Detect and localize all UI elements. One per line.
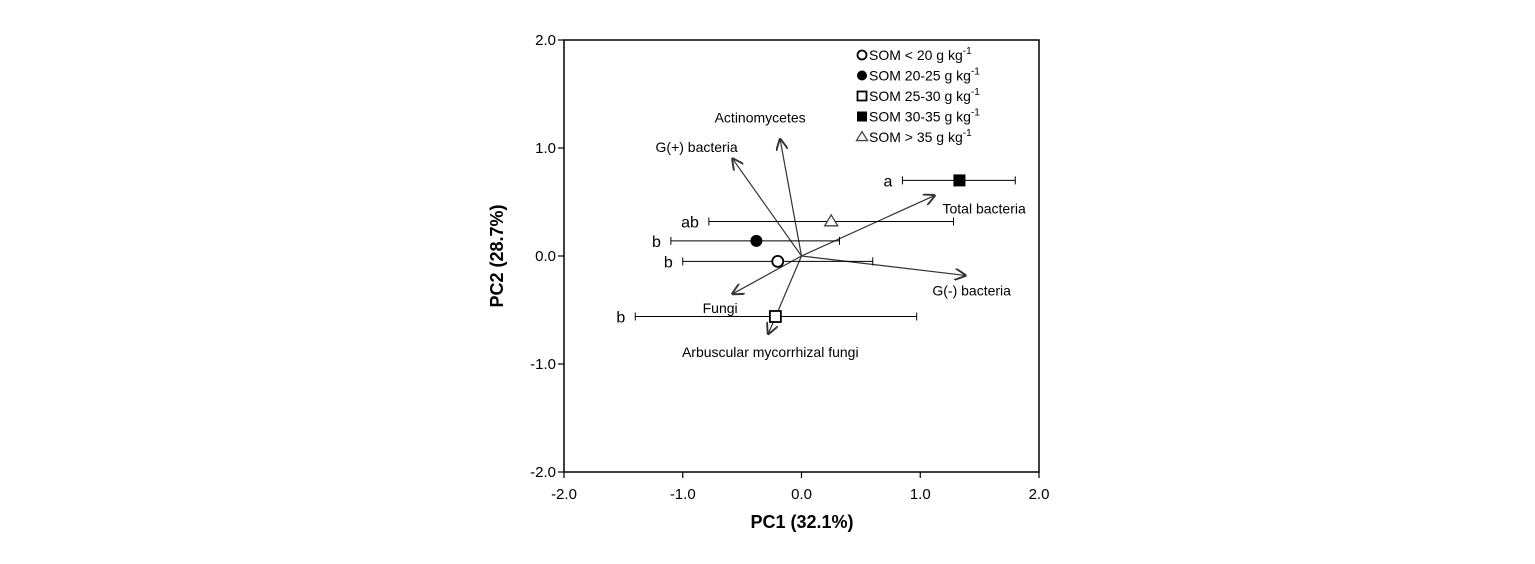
- significance-letter: b: [652, 234, 661, 251]
- y-tick-label: 1.0: [535, 140, 556, 157]
- loading-arrow: [801, 196, 935, 257]
- loading-arrow: [801, 255, 966, 275]
- y-tick-label: 0.0: [535, 248, 556, 265]
- legend-superscript: -1: [971, 108, 980, 119]
- y-tick-label: -2.0: [530, 464, 556, 481]
- data-point: [768, 310, 782, 323]
- y-tick-label: -1.0: [530, 356, 556, 373]
- legend-superscript: -1: [963, 46, 972, 57]
- significance-letter: ab: [681, 214, 699, 231]
- legend-label: SOM > 35 g kg-1: [869, 128, 972, 145]
- significance-letter: a: [884, 173, 893, 190]
- x-axis: -2.0 -1.0 0.0 1.0 2.0: [551, 472, 1049, 503]
- significance-letter: b: [616, 309, 625, 326]
- loading-arrow: [780, 139, 803, 257]
- legend: SOM < 20 g kg-1 SOM 20-25 g kg-1 SOM 25-30…: [855, 46, 980, 145]
- loading-label: Total bacteria: [943, 201, 1026, 217]
- significance-letter: b: [664, 254, 673, 271]
- data-point: [823, 213, 839, 227]
- loading-arrow: [733, 255, 802, 294]
- x-axis-title: PC1 (32.1%): [750, 512, 853, 532]
- loading-label: G(+) bacteria: [656, 139, 738, 155]
- data-point: [771, 254, 785, 268]
- x-tick-label: 2.0: [1029, 486, 1050, 503]
- legend-superscript: -1: [963, 128, 972, 139]
- legend-label: SOM 30-35 g kg-1: [869, 108, 980, 125]
- loading-label: Arbuscular mycorrhizal fungi: [682, 344, 859, 360]
- y-axis-title: PC2 (28.7%): [487, 204, 507, 307]
- legend-label: SOM 25-30 g kg-1: [869, 87, 980, 104]
- legend-marker: [857, 111, 867, 122]
- x-tick-label: -2.0: [551, 486, 577, 503]
- y-axis: -2.0 -1.0 0.0 1.0 2.0: [530, 32, 564, 481]
- loading-label: G(-) bacteria: [932, 282, 1011, 298]
- legend-label: SOM 20-25 g kg-1: [869, 67, 980, 84]
- x-tick-label: 0.0: [791, 486, 812, 503]
- legend-superscript: -1: [971, 87, 980, 98]
- data-points: [750, 174, 966, 323]
- x-tick-label: -1.0: [670, 486, 696, 503]
- loading-label: Fungi: [703, 300, 738, 316]
- legend-marker: [857, 70, 867, 81]
- loading-label: Actinomycetes: [715, 109, 806, 125]
- legend-label: SOM < 20 g kg-1: [869, 46, 972, 63]
- data-point: [953, 174, 966, 187]
- data-point: [750, 234, 763, 247]
- legend-marker: [855, 130, 869, 142]
- loading-vectors: Actinomycetes G(+) bacteria Total bacteria…: [656, 109, 1026, 359]
- x-tick-label: 1.0: [910, 486, 931, 503]
- legend-superscript: -1: [971, 67, 980, 78]
- y-tick-label: 2.0: [535, 32, 556, 49]
- legend-marker: [856, 49, 868, 61]
- loading-arrow: [733, 159, 802, 257]
- legend-marker: [856, 90, 868, 102]
